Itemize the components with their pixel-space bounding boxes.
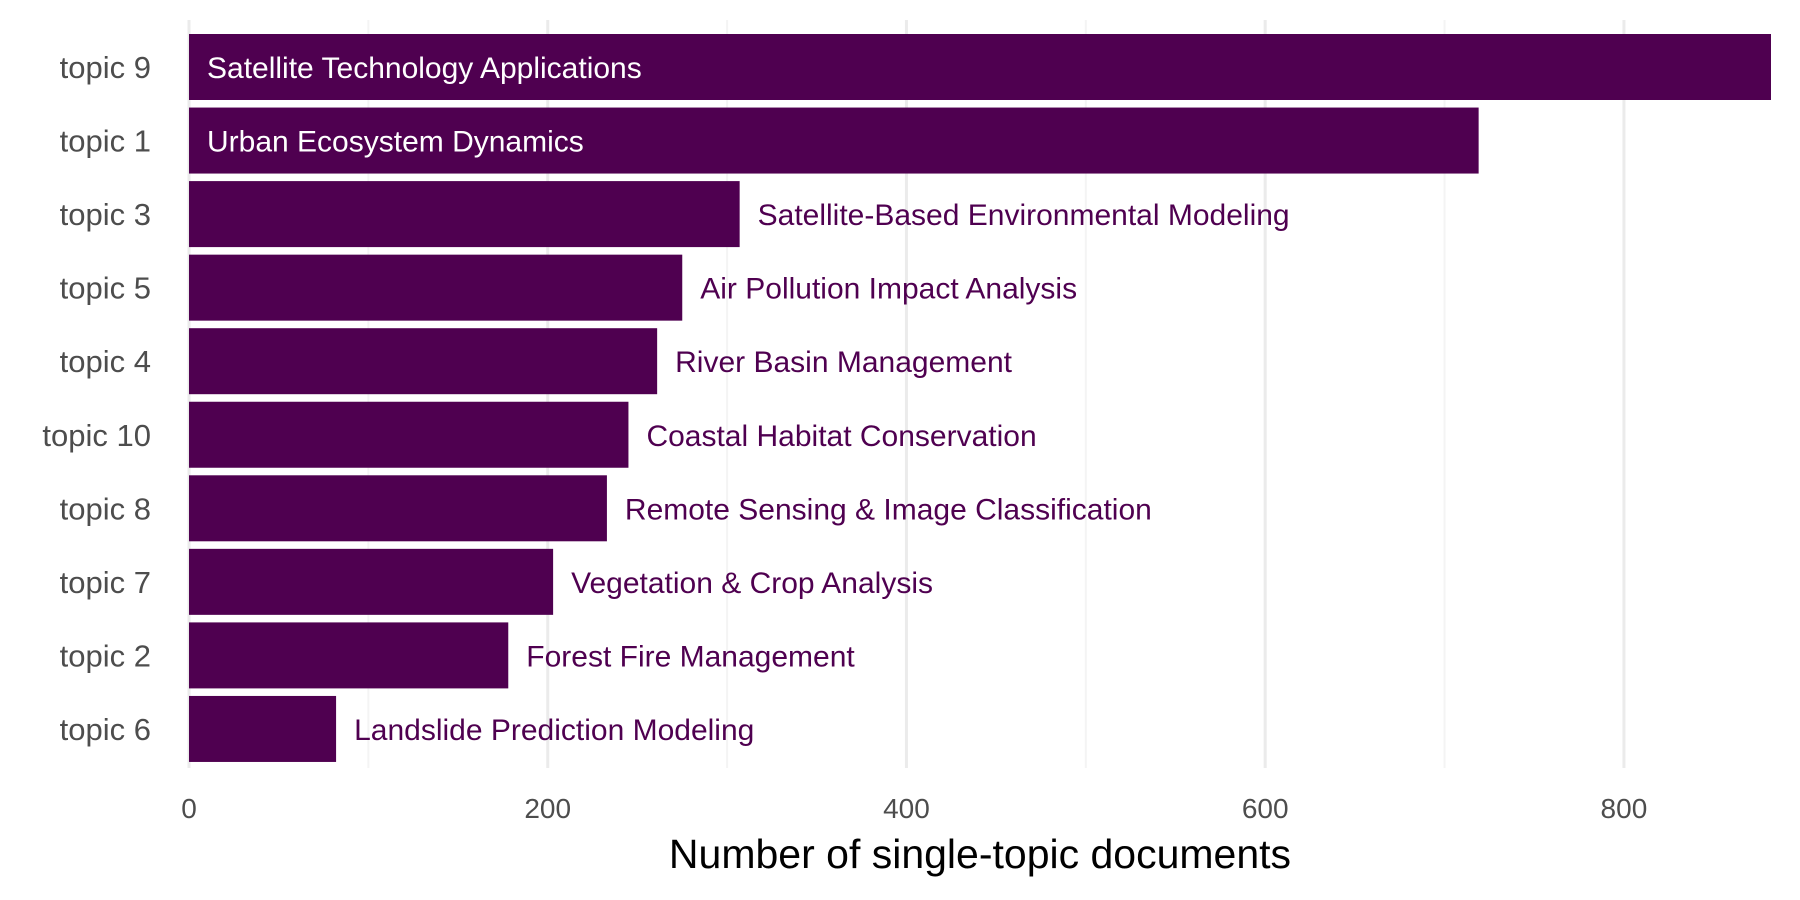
bar-label: Vegetation & Crop Analysis [571,567,933,600]
x-tick-label: 800 [1601,793,1648,824]
bar-label: River Basin Management [675,346,1012,379]
y-tick-label: topic 5 [60,271,151,306]
bar [189,254,683,321]
y-tick-label: topic 2 [60,638,151,673]
bar-label: Satellite-Based Environmental Modeling [758,199,1290,232]
bar [189,622,509,689]
x-tick-label: 400 [883,793,930,824]
bar [189,328,658,395]
y-tick-label: topic 1 [60,124,151,159]
x-tick-label: 200 [524,793,571,824]
bar-label: Landslide Prediction Modeling [354,714,754,747]
y-tick-label: topic 4 [60,344,151,379]
y-tick-label: topic 6 [60,712,151,747]
bar [189,695,337,762]
bar-label: Air Pollution Impact Analysis [700,273,1077,306]
bar-label: Forest Fire Management [526,640,855,673]
x-tick-label: 0 [181,793,197,824]
x-axis-title: Number of single-topic documents [669,831,1291,877]
bars [189,34,1771,762]
bar [189,475,607,542]
y-tick-label: topic 7 [60,565,151,600]
bar [189,401,629,468]
bar-label: Urban Ecosystem Dynamics [207,126,584,159]
x-axis-tick-labels: 0 200 400 600 800 [181,793,1647,824]
y-tick-label: topic 8 [60,491,151,526]
x-tick-label: 600 [1242,793,1289,824]
y-axis-tick-labels: topic 9 topic 1 topic 3 topic 5 topic 4 topic… [42,50,151,747]
bar-label: Coastal Habitat Conservation [646,420,1036,453]
bar-label: Remote Sensing & Image Classification [625,493,1152,526]
bar-labels: Satellite Technology Applications Urban E… [207,52,1290,747]
bar [189,107,1479,174]
y-tick-label: topic 3 [60,197,151,232]
bar-label: Satellite Technology Applications [207,52,642,85]
bar [189,548,554,615]
y-tick-label: topic 9 [60,50,151,85]
bar [189,34,1771,100]
y-tick-label: topic 10 [42,418,151,453]
bar [189,181,740,248]
